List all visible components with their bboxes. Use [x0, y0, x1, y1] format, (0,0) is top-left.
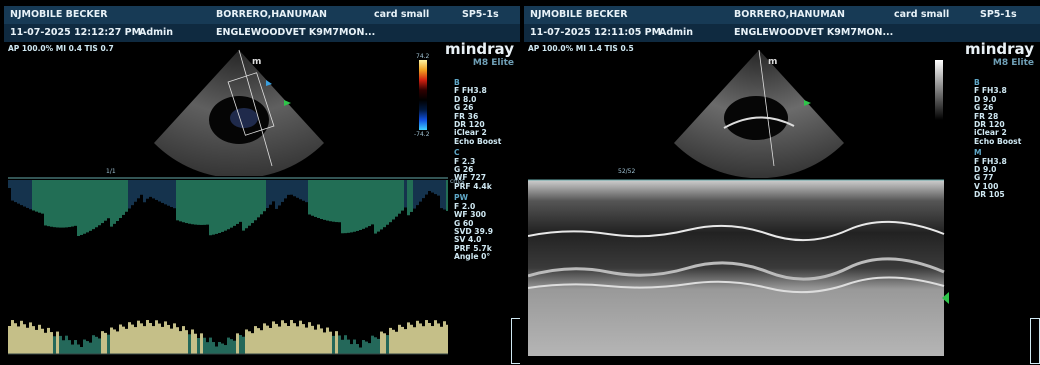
- param-value: G 26: [454, 103, 474, 113]
- header-bar-bottom: 11-07-2025 12:12:27 PM Admin ENGLEWOODVE…: [4, 24, 520, 42]
- param-value: PRF 5.7k: [454, 243, 492, 253]
- param-section-label: PW: [454, 193, 468, 203]
- bmode-sector-image: m: [674, 49, 844, 178]
- param-value: D 8.0: [454, 94, 477, 104]
- gray-scale-bar: [935, 60, 943, 120]
- patient-name: BORRERO,HANUMAN: [734, 9, 845, 20]
- param-value: DR 120: [974, 120, 1005, 130]
- patient-name: BORRERO,HANUMAN: [216, 9, 327, 20]
- param-value: G 60: [454, 218, 474, 228]
- velocity-units: cm/s: [450, 178, 465, 185]
- param-value: DR 120: [454, 120, 485, 130]
- scale-top-value: 74.2: [416, 53, 430, 60]
- probe-name: SP5-1s: [980, 9, 1017, 20]
- focus-marker-icon: [942, 292, 949, 304]
- doppler-spectrum-strip: [8, 176, 448, 356]
- scale-bottom-value: -74.2: [414, 131, 430, 138]
- param-section-label: M: [974, 148, 982, 158]
- strip-frame-label: 52/52: [618, 168, 636, 175]
- exam-datetime: 11-07-2025 12:11:05 PM: [530, 27, 662, 38]
- operator-name: Admin: [659, 27, 694, 38]
- param-value: F FH3.8: [974, 86, 1007, 96]
- probe-name: SP5-1s: [462, 9, 499, 20]
- site-name: ENGLEWOODVET K9M7MON...: [216, 27, 376, 38]
- brand-logo: mindray: [964, 40, 1034, 58]
- param-value: Angle 0°: [454, 252, 491, 262]
- device-model: M8 Elite: [992, 58, 1034, 68]
- param-section-label: B: [454, 78, 460, 87]
- param-value: G 26: [974, 103, 994, 113]
- station-name: NJMOBILE BECKER: [530, 9, 628, 20]
- param-section-label: C: [454, 148, 460, 158]
- left-ultrasound-panel: NJMOBILE BECKER BORRERO,HANUMAN card sma…: [4, 0, 520, 365]
- param-value: F 2.3: [454, 156, 476, 166]
- color-scale-bar: [419, 60, 427, 130]
- svg-text:m: m: [768, 57, 777, 67]
- acoustic-status: AP 100.0% MI 1.4 TIS 0.5: [528, 44, 634, 53]
- strip-frame-label: 1/1: [106, 168, 116, 175]
- header-bar-top: NJMOBILE BECKER BORRERO,HANUMAN card sma…: [4, 6, 520, 24]
- brand-logo: mindray: [444, 40, 514, 58]
- param-value: DR 105: [974, 190, 1005, 200]
- param-value: F FH3.8: [974, 156, 1007, 166]
- header-bar-top: NJMOBILE BECKER BORRERO,HANUMAN card sma…: [524, 6, 1040, 24]
- param-value: FR 36: [454, 111, 479, 121]
- param-value: WF 727: [454, 173, 487, 183]
- exam-preset: card small: [374, 9, 430, 20]
- acoustic-status: AP 100.0% MI 0.4 TIS 0.7: [8, 44, 114, 53]
- thumbnail-marker[interactable]: [511, 318, 520, 364]
- right-ultrasound-panel: NJMOBILE BECKER BORRERO,HANUMAN card sma…: [524, 0, 1040, 365]
- param-value: F 2.0: [454, 201, 476, 211]
- station-name: NJMOBILE BECKER: [10, 9, 108, 20]
- param-section-label: B: [974, 78, 980, 87]
- param-value: Echo Boost: [454, 136, 502, 146]
- param-value: Echo Boost: [974, 136, 1022, 146]
- exam-datetime: 11-07-2025 12:12:27 PM: [10, 27, 142, 38]
- param-value: F FH3.8: [454, 86, 487, 96]
- svg-text:m: m: [252, 57, 261, 67]
- bmode-sector-image: m: [154, 49, 324, 178]
- device-model: M8 Elite: [472, 58, 514, 68]
- param-value: D 9.0: [974, 94, 997, 104]
- param-value: iClear 2: [974, 128, 1007, 138]
- header-bar-bottom: 11-07-2025 12:11:05 PM Admin ENGLEWOODVE…: [524, 24, 1040, 42]
- param-value: SV 4.0: [454, 235, 482, 245]
- param-value: PRF 4.4k: [454, 181, 492, 191]
- param-value: V 100: [974, 181, 999, 191]
- param-value: WF 300: [454, 210, 487, 220]
- param-value: G 26: [454, 165, 474, 175]
- param-value: iClear 2: [454, 128, 487, 138]
- operator-name: Admin: [139, 27, 174, 38]
- exam-preset: card small: [894, 9, 950, 20]
- param-value: SVD 39.9: [454, 226, 494, 236]
- thumbnail-marker[interactable]: [1030, 318, 1040, 364]
- param-value: G 77: [974, 173, 994, 183]
- mmode-strip: [528, 179, 945, 356]
- site-name: ENGLEWOODVET K9M7MON...: [734, 27, 894, 38]
- param-value: D 9.0: [974, 165, 997, 175]
- param-value: FR 28: [974, 111, 999, 121]
